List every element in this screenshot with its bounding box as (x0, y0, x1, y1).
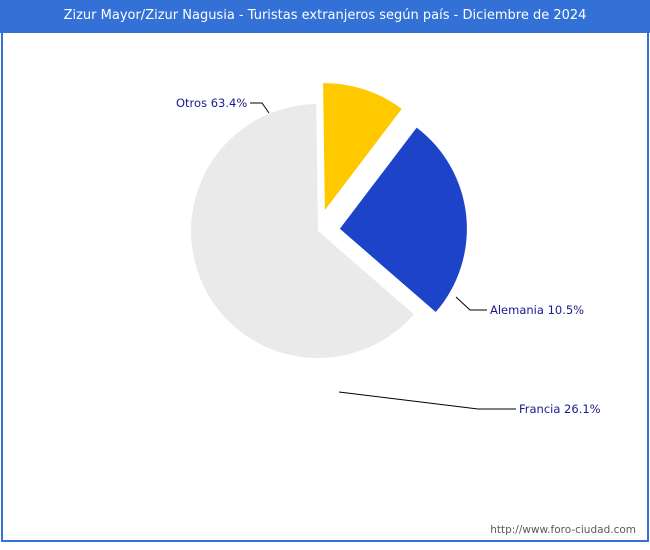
page-title: Zizur Mayor/Zizur Nagusia - Turistas ext… (63, 8, 587, 23)
footer-source-url: http://www.foro-ciudad.com (490, 524, 636, 536)
plot-frame (1, 33, 649, 542)
title-bar: Zizur Mayor/Zizur Nagusia - Turistas ext… (0, 0, 650, 33)
